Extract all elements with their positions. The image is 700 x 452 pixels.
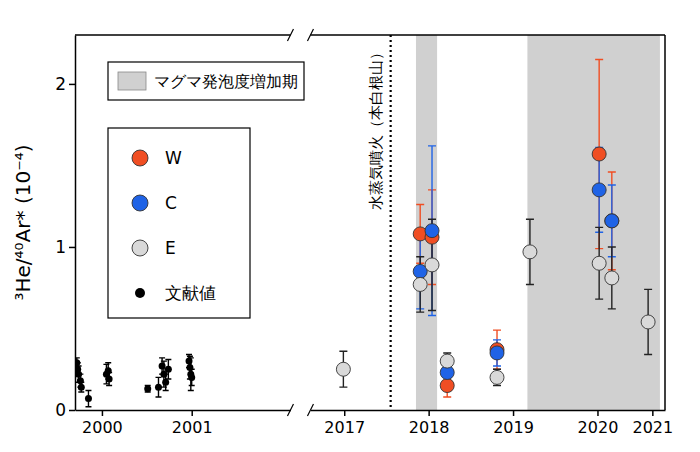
- y-tick: 1: [55, 237, 75, 257]
- frame: [664, 35, 666, 410]
- x-tick-label: 2020: [578, 418, 619, 437]
- data-point: [440, 379, 454, 393]
- annotation-line: [390, 35, 392, 410]
- x-tick: 2018: [409, 410, 450, 437]
- x-tick-mark: [102, 410, 104, 416]
- axis-break: [307, 29, 313, 41]
- data-point: [413, 277, 427, 291]
- legend-marker: [132, 195, 148, 211]
- error-bar: [155, 377, 161, 397]
- x-tick-label: 2018: [409, 418, 450, 437]
- frame: [310, 34, 665, 36]
- data-point: [77, 377, 84, 384]
- x-axis-line: [76, 410, 291, 412]
- data-point: [144, 385, 151, 392]
- data-point: [186, 364, 193, 371]
- x-tick-label: 2021: [632, 418, 673, 437]
- chart-container: 水蒸気噴火（本白根山） 2000 2001 2017 2018 2019 2020 2021 0…: [0, 0, 700, 452]
- x-tick-label: 2019: [493, 418, 534, 437]
- data-point: [641, 315, 655, 329]
- data-point: [425, 224, 439, 238]
- plot-area: [75, 355, 195, 407]
- data-point: [425, 258, 439, 272]
- legend-marker: [135, 288, 145, 298]
- x-tick: 2001: [172, 410, 213, 437]
- y-tick-label: 2: [55, 74, 66, 94]
- axis-break: [287, 29, 293, 41]
- shaded-period: [416, 35, 437, 410]
- data-point: [105, 367, 112, 374]
- x-axis: 2000 2001: [76, 410, 291, 437]
- x-tick-label: 2001: [172, 418, 213, 437]
- legend-label: C: [165, 193, 177, 213]
- legend-box: [108, 128, 250, 318]
- x-tick-label: 2017: [324, 418, 365, 437]
- x-tick-mark: [428, 410, 430, 416]
- data-point: [605, 271, 619, 285]
- data-point: [440, 354, 454, 368]
- x-tick-label: 2000: [82, 418, 123, 437]
- legend-box: [108, 62, 304, 100]
- x-tick-mark: [597, 410, 599, 416]
- data-point: [85, 395, 92, 402]
- legend-marker: [132, 150, 148, 166]
- legend-marker: [132, 240, 148, 256]
- x-tick: 2017: [324, 410, 365, 437]
- axis-break: [307, 404, 313, 416]
- legend-swatch: [118, 72, 146, 90]
- data-point: [490, 370, 504, 384]
- y-tick-label: 1: [55, 237, 66, 257]
- y-axis-line: [75, 36, 77, 411]
- x-axis-line: [311, 410, 666, 412]
- x-tick: 2020: [578, 410, 619, 437]
- annotation-text: 水蒸気噴火（本白根山）: [368, 45, 384, 210]
- shaded-period: [527, 35, 660, 410]
- legend-label: W: [165, 148, 182, 168]
- legend: W C E 文献値: [108, 128, 250, 318]
- data-point: [106, 376, 113, 383]
- data-point: [592, 183, 606, 197]
- x-tick-mark: [652, 410, 654, 416]
- y-axis: 0 1 2: [55, 36, 75, 420]
- x-tick: 2000: [82, 410, 123, 437]
- y-tick-label: 0: [55, 400, 66, 420]
- axis-break: [287, 404, 293, 416]
- error-bar: [145, 386, 151, 393]
- data-point: [592, 256, 606, 270]
- data-point: [165, 366, 172, 373]
- data-point: [592, 147, 606, 161]
- frame: [75, 34, 290, 36]
- x-tick: 2021: [632, 410, 673, 437]
- data-point: [155, 384, 162, 391]
- legend-label: 文献値: [165, 283, 216, 303]
- data-point: [162, 379, 169, 386]
- legend-label: マグマ発泡度増加期: [154, 73, 298, 91]
- x-tick: 2019: [493, 410, 534, 437]
- data-point: [490, 346, 504, 360]
- legend-label: E: [165, 238, 176, 258]
- data-point: [188, 374, 195, 381]
- y-tick-mark: [69, 84, 75, 86]
- x-tick-mark: [191, 410, 193, 416]
- plot-area: [336, 35, 660, 410]
- x-axis: 2017 2018 2019 2020 2021: [311, 410, 673, 437]
- chart-svg: 水蒸気噴火（本白根山） 2000 2001 2017 2018 2019 2020 2021 0…: [0, 0, 700, 452]
- data-point: [336, 362, 350, 376]
- y-axis-title: ³He/⁴⁰Ar* (10⁻⁴): [11, 144, 35, 300]
- data-point: [186, 358, 193, 365]
- y-tick-mark: [69, 410, 75, 412]
- data-point: [523, 245, 537, 259]
- error-bar: [85, 390, 91, 406]
- data-point: [605, 214, 619, 228]
- legend-shaded: マグマ発泡度増加期: [108, 62, 304, 100]
- x-tick-mark: [513, 410, 515, 416]
- x-tick-mark: [344, 410, 346, 416]
- data-point: [78, 384, 85, 391]
- data-point: [159, 362, 166, 369]
- y-tick: 0: [55, 400, 75, 420]
- y-tick: 2: [55, 74, 75, 94]
- data-point: [605, 214, 619, 228]
- y-tick-mark: [69, 247, 75, 249]
